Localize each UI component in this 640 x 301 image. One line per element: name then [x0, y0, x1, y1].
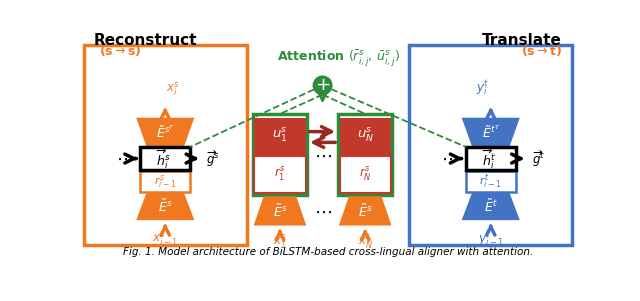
Text: $r^s_1$: $r^s_1$ — [274, 166, 286, 184]
Bar — [254, 156, 305, 193]
Text: (s$\rightarrow$t): (s$\rightarrow$t) — [521, 43, 562, 58]
Text: (s$\rightarrow$s): (s$\rightarrow$s) — [99, 43, 141, 58]
Text: $\cdots$: $\cdots$ — [116, 150, 134, 168]
Bar — [140, 171, 190, 192]
Text: $\overrightarrow{h}^t_i$: $\overrightarrow{h}^t_i$ — [483, 146, 496, 171]
Text: $r^s_{i-1}$: $r^s_{i-1}$ — [154, 173, 177, 190]
Bar — [140, 147, 190, 170]
Text: Fig. 1. Model architecture of BiLSTM-based cross-lingual aligner with attention.: Fig. 1. Model architecture of BiLSTM-bas… — [123, 247, 533, 257]
Text: Attention $(\bar{r}^s_{i,j},\, \bar{u}^s_{i,j})$: Attention $(\bar{r}^s_{i,j},\, \bar{u}^s… — [276, 48, 399, 68]
Text: Reconstruct: Reconstruct — [94, 33, 198, 48]
Bar — [410, 45, 572, 245]
Bar — [84, 45, 246, 245]
Text: $\cdots$: $\cdots$ — [314, 203, 332, 221]
Text: $x^s_1$: $x^s_1$ — [273, 234, 287, 251]
Text: $f$: $f$ — [319, 129, 326, 143]
Text: $+$: $+$ — [315, 76, 330, 95]
Bar — [340, 156, 391, 193]
Text: $\tilde{E}^s$: $\tilde{E}^s$ — [273, 203, 287, 220]
Text: $x^s_{i-1}$: $x^s_{i-1}$ — [152, 231, 179, 248]
Text: $x^s_i$: $x^s_i$ — [166, 81, 180, 98]
Text: $x^s_N$: $x^s_N$ — [358, 234, 373, 251]
Text: $\cdots$: $\cdots$ — [314, 147, 332, 165]
Polygon shape — [136, 192, 195, 220]
Text: $\overrightarrow{g}^s$: $\overrightarrow{g}^s$ — [207, 148, 220, 169]
Text: $\tilde{E}^{s^T}$: $\tilde{E}^{s^T}$ — [156, 124, 175, 141]
Polygon shape — [461, 192, 520, 220]
Circle shape — [313, 76, 332, 95]
Text: $\overrightarrow{g}^t$: $\overrightarrow{g}^t$ — [532, 148, 545, 169]
Bar — [253, 114, 307, 195]
Text: $\tilde{E}^s$: $\tilde{E}^s$ — [158, 198, 172, 215]
Bar — [340, 118, 391, 156]
Text: $\tilde{E}^{t^T}$: $\tilde{E}^{t^T}$ — [482, 124, 500, 141]
Text: $y^t_i$: $y^t_i$ — [476, 79, 490, 98]
Polygon shape — [253, 196, 307, 225]
Bar — [466, 171, 516, 192]
Text: Translate: Translate — [482, 33, 562, 48]
Text: $\cdots$: $\cdots$ — [442, 150, 460, 168]
Bar — [338, 114, 392, 195]
Polygon shape — [339, 196, 392, 225]
Text: $r^s_N$: $r^s_N$ — [359, 166, 372, 184]
Bar — [466, 147, 516, 170]
Text: $u^s_N$: $u^s_N$ — [356, 127, 374, 144]
Text: $\tilde{E}^s$: $\tilde{E}^s$ — [358, 203, 372, 220]
Text: $y^t_{i-1}$: $y^t_{i-1}$ — [477, 230, 504, 249]
Polygon shape — [461, 118, 520, 147]
Polygon shape — [136, 118, 195, 147]
Text: $\tilde{E}^t$: $\tilde{E}^t$ — [484, 198, 498, 215]
Bar — [254, 118, 305, 156]
Text: $u^s_1$: $u^s_1$ — [272, 127, 288, 144]
Text: $r^t_{i-1}$: $r^t_{i-1}$ — [479, 172, 502, 191]
Text: $\overrightarrow{h}^s_i$: $\overrightarrow{h}^s_i$ — [157, 146, 171, 171]
